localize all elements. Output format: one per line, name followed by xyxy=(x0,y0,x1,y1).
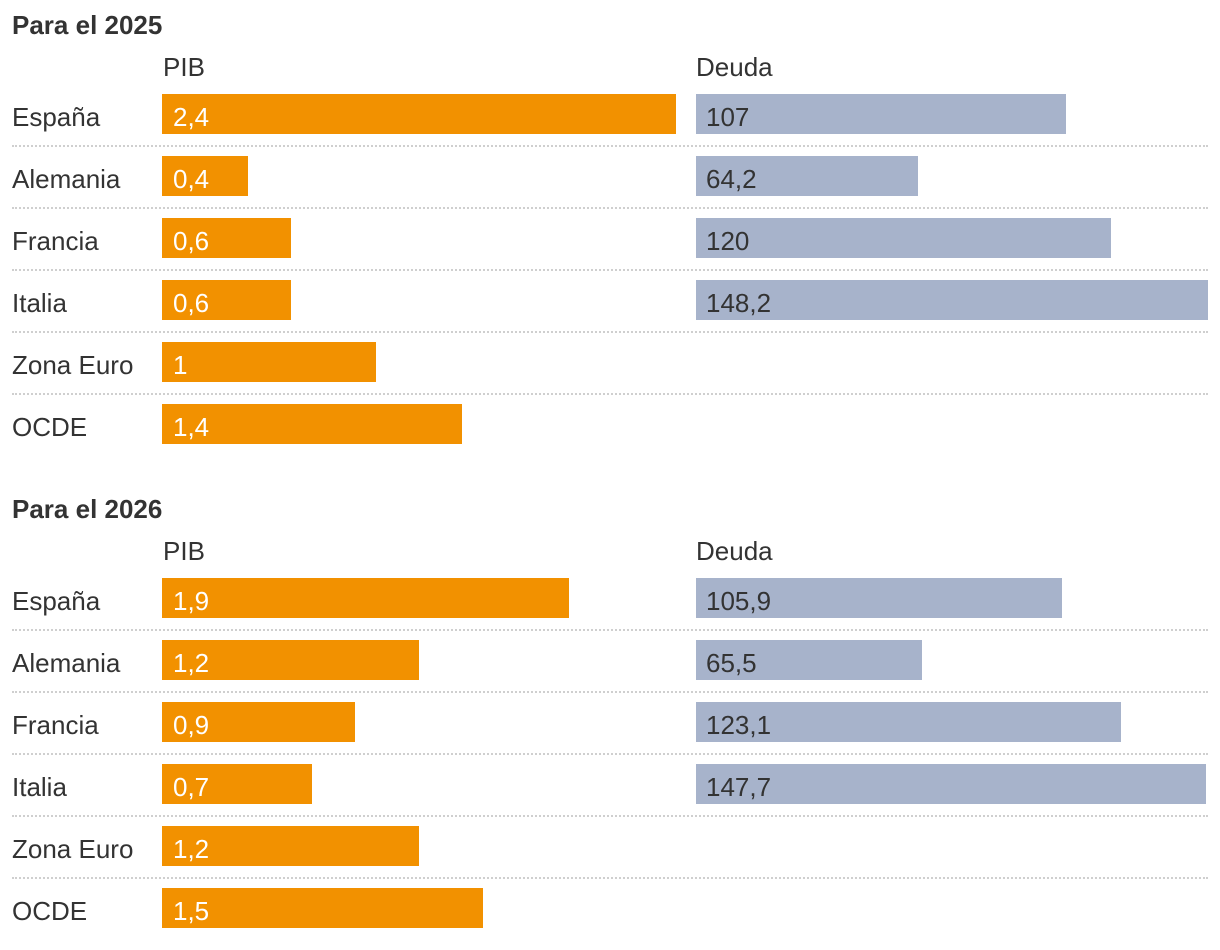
bar-pib-value-label: 1,9 xyxy=(173,586,210,616)
bar-deuda-value-label: 107 xyxy=(706,102,750,132)
row-divider xyxy=(12,331,1208,333)
category-label: Italia xyxy=(12,772,67,802)
bar-deuda-value-label: 65,5 xyxy=(706,648,757,678)
category-label: España xyxy=(12,102,101,132)
bar-pib xyxy=(162,764,312,804)
series-header-pib: PIB xyxy=(163,536,205,566)
bar-deuda-value-label: 123,1 xyxy=(706,710,772,740)
bar-pib-value-label: 1 xyxy=(173,350,188,380)
row-divider xyxy=(12,815,1208,817)
bar-deuda xyxy=(696,702,1121,742)
bar-pib xyxy=(162,404,462,444)
bar-pib-value-label: 1,5 xyxy=(173,896,210,926)
chart-row: España 1,9 105,9 xyxy=(0,578,1220,640)
bar-pib-value-label: 0,7 xyxy=(173,772,210,802)
chart-row: Italia 0,6 148,2 xyxy=(0,280,1220,342)
bar-pib xyxy=(162,218,291,258)
bar-pib xyxy=(162,888,483,928)
bar-pib-value-label: 2,4 xyxy=(173,102,210,132)
category-label: Alemania xyxy=(12,648,121,678)
chart-title: Para el 2026 xyxy=(12,494,163,524)
row-divider xyxy=(12,691,1208,693)
chart-row: Alemania 0,4 64,2 xyxy=(0,156,1220,218)
bar-pib xyxy=(162,640,419,680)
bar-pib xyxy=(162,702,355,742)
bar-pib-value-label: 1,2 xyxy=(173,648,210,678)
category-label: Alemania xyxy=(12,164,121,194)
category-label: OCDE xyxy=(12,412,88,442)
bar-deuda-value-label: 148,2 xyxy=(706,288,772,318)
bar-pib xyxy=(162,578,569,618)
series-header-pib: PIB xyxy=(163,52,205,82)
bar-pib-value-label: 1,2 xyxy=(173,834,210,864)
category-label: Italia xyxy=(12,288,67,318)
bar-deuda-value-label: 120 xyxy=(706,226,750,256)
bar-deuda xyxy=(696,94,1066,134)
bar-pib xyxy=(162,342,376,382)
bar-pib-value-label: 0,9 xyxy=(173,710,210,740)
bar-pib xyxy=(162,280,291,320)
bar-pib-value-label: 1,4 xyxy=(173,412,210,442)
row-divider xyxy=(12,753,1208,755)
chart-row: Francia 0,6 120 xyxy=(0,218,1220,280)
bar-pib-value-label: 0,4 xyxy=(173,164,210,194)
chart-row: OCDE 1,5 xyxy=(0,888,1220,950)
bar-pib-value-label: 0,6 xyxy=(173,226,210,256)
bar-deuda xyxy=(696,640,922,680)
category-label: Francia xyxy=(12,710,99,740)
bar-deuda xyxy=(696,578,1062,618)
category-label: España xyxy=(12,586,101,616)
bar-deuda-value-label: 105,9 xyxy=(706,586,772,616)
row-divider xyxy=(12,207,1208,209)
chart-row: Zona Euro 1,2 xyxy=(0,826,1220,888)
category-label: Francia xyxy=(12,226,99,256)
bar-pib-value-label: 0,6 xyxy=(173,288,210,318)
chart-row: Francia 0,9 123,1 xyxy=(0,702,1220,764)
row-divider xyxy=(12,393,1208,395)
series-header-deuda: Deuda xyxy=(696,52,773,82)
bar-pib xyxy=(162,94,676,134)
chart-row: Italia 0,7 147,7 xyxy=(0,764,1220,826)
bar-deuda xyxy=(696,764,1206,804)
chart-panel-2: Para el 2026 PIB Deuda España 1,9 105,9 Aleman… xyxy=(0,484,1220,938)
row-divider xyxy=(12,629,1208,631)
chart-row: Alemania 1,2 65,5 xyxy=(0,640,1220,702)
category-label: Zona Euro xyxy=(12,834,134,864)
chart-title: Para el 2025 xyxy=(12,10,163,40)
chart-row: España 2,4 107 xyxy=(0,94,1220,156)
row-divider xyxy=(12,145,1208,147)
chart-row: Zona Euro 1 xyxy=(0,342,1220,404)
category-label: Zona Euro xyxy=(12,350,134,380)
chart-row: OCDE 1,4 xyxy=(0,404,1220,466)
bar-deuda-value-label: 147,7 xyxy=(706,772,772,802)
row-divider xyxy=(12,877,1208,879)
bar-pib xyxy=(162,156,248,196)
series-header-deuda: Deuda xyxy=(696,536,773,566)
bar-deuda xyxy=(696,156,918,196)
category-label: OCDE xyxy=(12,896,88,926)
row-divider xyxy=(12,269,1208,271)
chart-panel-1: Para el 2025 PIB Deuda España 2,4 107 Alemania… xyxy=(0,0,1220,454)
bar-deuda xyxy=(696,280,1208,320)
bar-deuda xyxy=(696,218,1111,258)
bar-deuda-value-label: 64,2 xyxy=(706,164,757,194)
bar-pib xyxy=(162,826,419,866)
